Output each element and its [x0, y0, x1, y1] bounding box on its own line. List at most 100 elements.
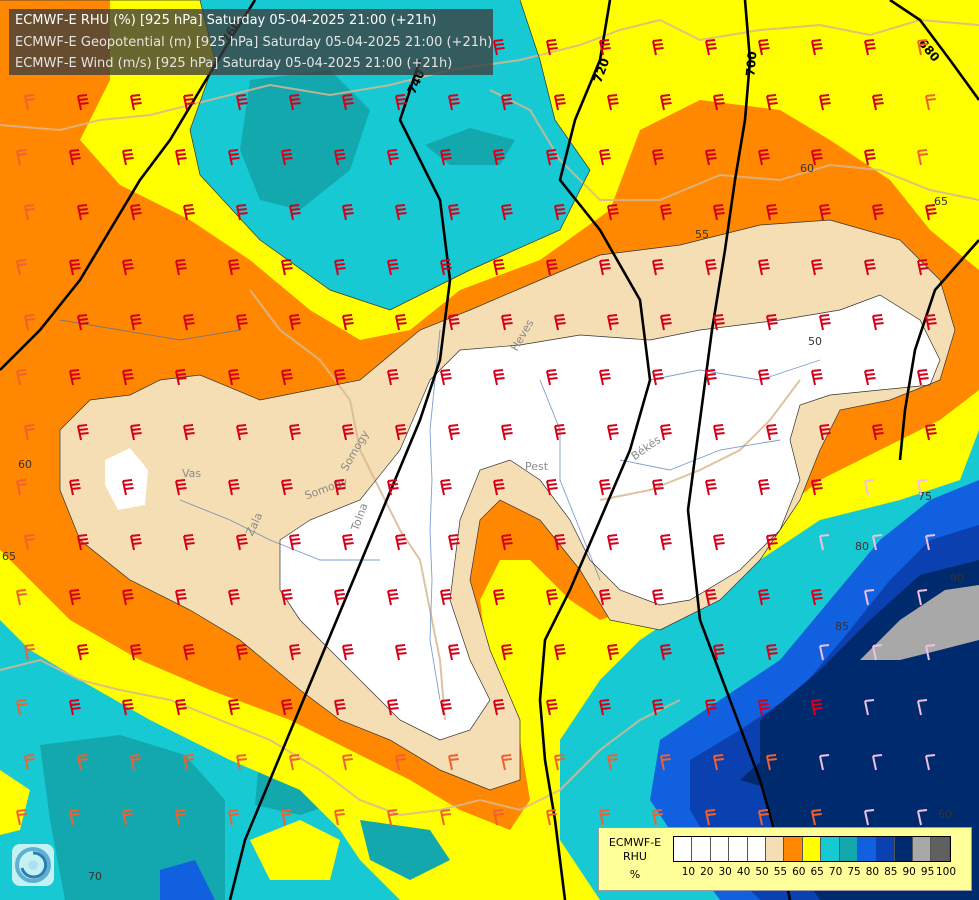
legend-swatch — [710, 837, 730, 861]
wind-barb-icon — [705, 259, 717, 276]
wind-barb-icon — [24, 754, 35, 771]
legend-swatch — [802, 837, 822, 861]
header-panel — [9, 9, 493, 75]
rhu-contour-label: 65 — [2, 550, 16, 563]
wind-barb-icon — [758, 809, 769, 826]
legend-tick: 75 — [847, 866, 861, 878]
wind-barb-icon — [493, 259, 505, 276]
legend-tick: 10 — [681, 866, 696, 878]
legend-color-scale — [673, 836, 951, 862]
wind-barb-icon — [493, 369, 505, 386]
wind-barb-icon — [599, 259, 611, 276]
wind-barb-icon — [917, 699, 928, 716]
wind-barb-icon — [289, 314, 301, 331]
wind-barb-icon — [713, 94, 725, 111]
wind-barb-icon — [554, 314, 566, 331]
wind-barb-icon — [395, 644, 407, 661]
rhu-contour-label: 90 — [950, 572, 964, 585]
wind-barb-icon — [122, 259, 134, 276]
wind-barb-icon — [342, 204, 354, 221]
wind-barb-icon — [599, 369, 611, 386]
wind-barb-icon — [607, 644, 619, 661]
wind-barb-icon — [652, 369, 664, 386]
wind-barb-icon — [766, 94, 778, 111]
wind-barb-icon — [77, 534, 89, 551]
wind-barb-icon — [183, 204, 195, 221]
wind-barb-icon — [77, 424, 89, 441]
wind-barb-icon — [334, 259, 346, 276]
wind-barb-icon — [546, 39, 558, 56]
wind-barb-icon — [660, 314, 672, 331]
wind-barb-icon — [130, 754, 141, 771]
legend-tick: 55 — [773, 866, 788, 878]
wind-barb-icon — [16, 589, 27, 606]
rhu-contour-label: 80 — [855, 540, 869, 553]
wind-barb-icon — [599, 809, 610, 826]
rhu-field-90-95 — [860, 585, 979, 660]
wind-barb-icon — [652, 589, 664, 606]
legend-swatch — [839, 837, 858, 861]
wind-barb-icon — [228, 369, 240, 386]
wind-barb-icon — [501, 534, 513, 551]
rhu-field-70-75 — [240, 70, 370, 210]
wind-barb-icon — [395, 754, 406, 771]
wind-barb-icon — [289, 94, 301, 111]
wind-barb-icon — [342, 314, 354, 331]
legend-tick: 50 — [755, 866, 769, 878]
legend-model: ECMWF-E — [608, 836, 662, 849]
legend-tick: 70 — [828, 866, 843, 878]
wind-barb-icon — [387, 809, 398, 826]
legend-tick: 30 — [718, 866, 732, 878]
wind-barb-icon — [546, 809, 557, 826]
wind-barb-icon — [864, 259, 876, 276]
wind-barb-icon — [69, 259, 81, 276]
wind-barb-icon — [925, 94, 936, 111]
wind-barb-icon — [342, 644, 354, 661]
rhu-field-75-80 — [160, 860, 215, 900]
wind-barb-icon — [77, 204, 89, 221]
wind-barb-icon — [546, 699, 558, 716]
wind-barb-icon — [387, 259, 399, 276]
wind-barb-icon — [228, 809, 239, 826]
wind-barb-icon — [175, 259, 187, 276]
wind-barb-icon — [713, 314, 725, 331]
wind-barb-icon — [554, 754, 565, 771]
geopotential-line-680b — [898, 239, 979, 461]
wind-barb-icon — [440, 589, 452, 606]
wind-barb-icon — [69, 589, 81, 606]
wind-barb-icon — [289, 424, 301, 441]
place-name: Pest — [525, 460, 549, 473]
wind-barb-icon — [554, 534, 566, 551]
wind-barb-icon — [387, 479, 399, 496]
wind-barb-icon — [925, 424, 937, 441]
wind-barb-icon — [652, 259, 664, 276]
wind-barb-icon — [183, 534, 195, 551]
rhu-field-lt50 — [280, 295, 940, 740]
wind-barb-icon — [811, 479, 823, 496]
wind-barb-icon — [864, 149, 876, 166]
wind-barb-icon — [448, 204, 460, 221]
wind-barb-icon — [819, 534, 830, 551]
wind-barb-icon — [77, 314, 89, 331]
wind-barb-icon — [228, 479, 240, 496]
wind-barb-icon — [24, 534, 35, 551]
wind-barb-icon — [175, 369, 187, 386]
legend-tick: 90 — [902, 866, 916, 878]
wind-barb-icon — [917, 589, 928, 606]
wind-barb-icon — [130, 94, 142, 111]
rivers — [59, 319, 821, 701]
wind-barb-icon — [872, 314, 884, 331]
rhu-contour-label: 85 — [835, 620, 849, 633]
wind-barb-icon — [122, 369, 134, 386]
rhu-contour-label: 55 — [695, 228, 709, 241]
wind-barb-icon — [122, 149, 134, 166]
wind-barb-icon — [872, 424, 884, 441]
wind-barb-icon — [395, 534, 407, 551]
wind-barb-icon — [183, 424, 195, 441]
wind-barb-icon — [546, 259, 558, 276]
legend-swatch — [913, 837, 932, 861]
wind-barb-icon — [395, 424, 407, 441]
legend-swatch — [674, 837, 693, 861]
